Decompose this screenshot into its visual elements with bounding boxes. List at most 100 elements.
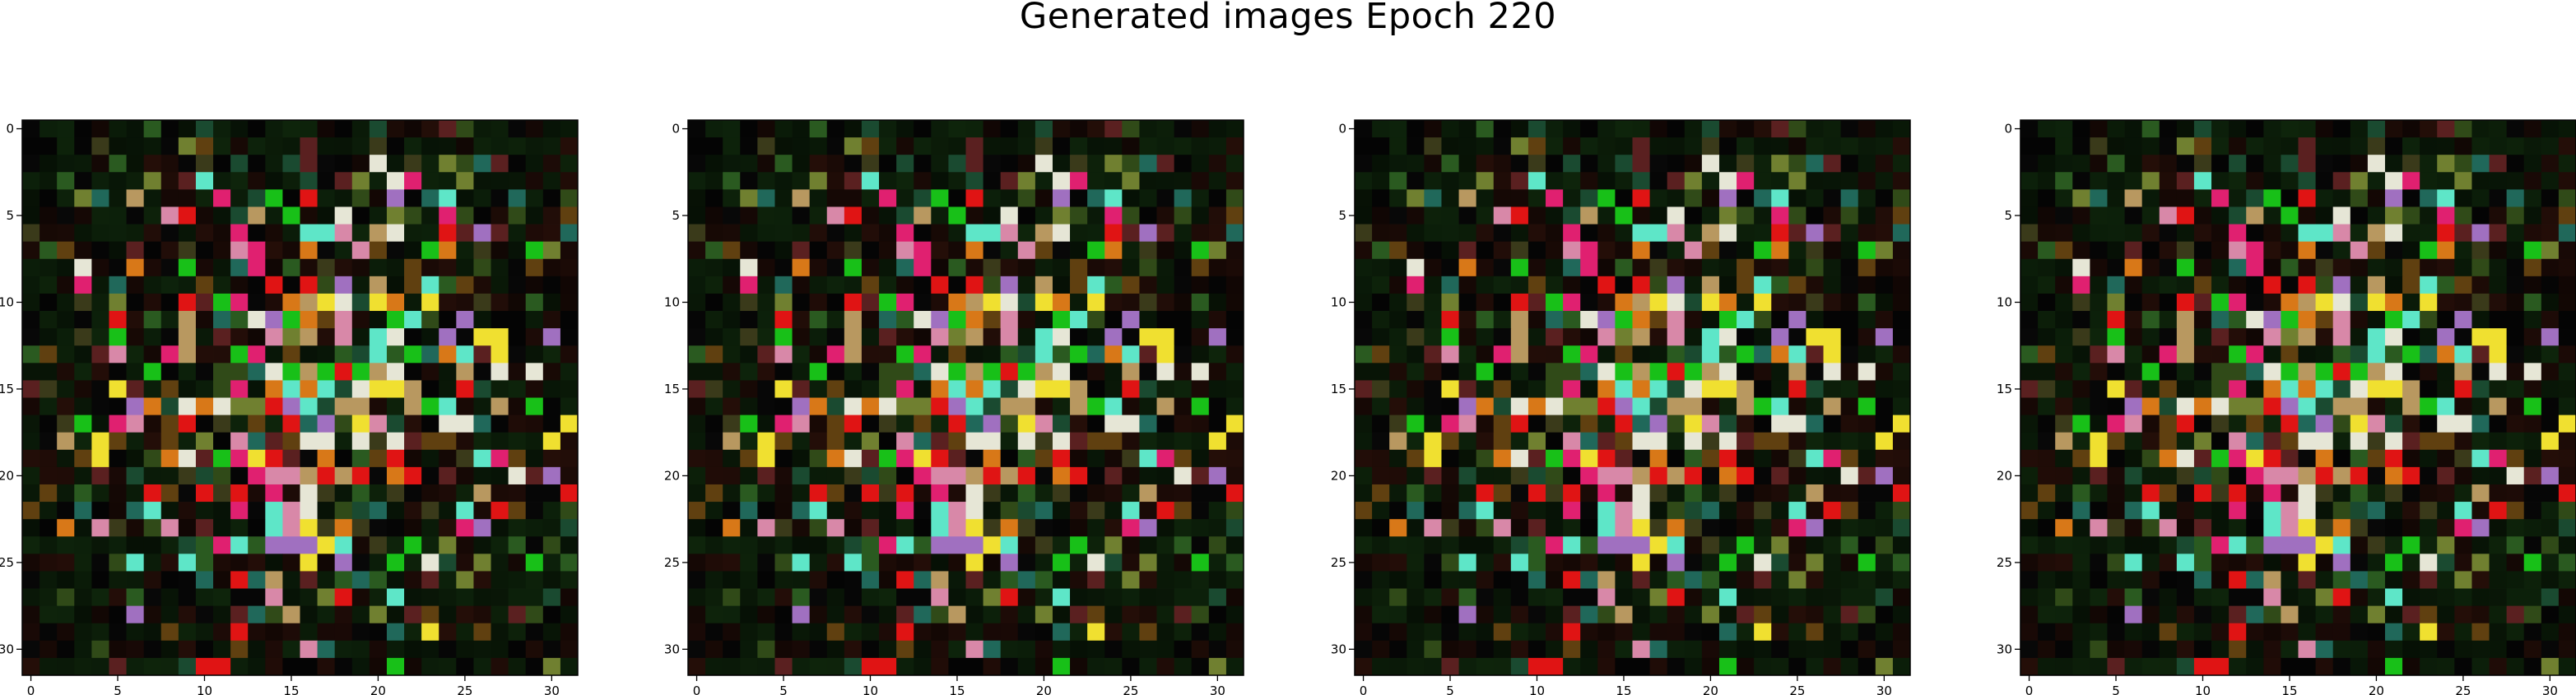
pixel-cell bbox=[1441, 224, 1459, 243]
pixel-cell bbox=[896, 588, 914, 607]
pixel-cell bbox=[844, 206, 863, 225]
pixel-cell bbox=[2332, 536, 2351, 554]
pixel-cell bbox=[931, 605, 949, 624]
pixel-cell bbox=[2038, 155, 2056, 173]
pixel-cell bbox=[2437, 554, 2455, 572]
pixel-cell bbox=[1052, 189, 1071, 207]
pixel-cell bbox=[265, 311, 283, 329]
pixel-cell bbox=[931, 588, 949, 607]
pixel-cell bbox=[1840, 432, 1859, 451]
pixel-cell bbox=[914, 172, 932, 190]
pixel-cell bbox=[2454, 466, 2472, 485]
pixel-cell bbox=[1070, 536, 1088, 554]
pixel-cell bbox=[2072, 519, 2090, 537]
pixel-cell bbox=[282, 120, 300, 138]
pixel-cell bbox=[1597, 571, 1616, 589]
pixel-cell bbox=[2263, 328, 2281, 346]
pixel-cell bbox=[491, 536, 509, 554]
pixel-cell bbox=[525, 432, 544, 451]
pixel-cell bbox=[1840, 172, 1859, 190]
pixel-cell bbox=[2402, 554, 2420, 572]
pixel-cell bbox=[230, 484, 249, 503]
pixel-cell bbox=[282, 345, 300, 364]
pixel-cell bbox=[1632, 397, 1650, 415]
pixel-cell bbox=[1191, 657, 1210, 676]
pixel-cell bbox=[1597, 449, 1616, 468]
pixel-cell bbox=[2298, 432, 2316, 451]
pixel-cell bbox=[195, 380, 214, 398]
pixel-cell bbox=[931, 623, 949, 642]
pixel-cell bbox=[1806, 657, 1824, 676]
pixel-cell bbox=[1788, 155, 1806, 173]
pixel-cell bbox=[2038, 276, 2056, 294]
pixel-cell bbox=[914, 536, 932, 554]
pixel-cell bbox=[508, 345, 527, 364]
pixel-cell bbox=[1615, 155, 1633, 173]
pixel-cell bbox=[2384, 623, 2403, 642]
pixel-cell bbox=[491, 554, 509, 572]
pixel-cell bbox=[1615, 397, 1633, 415]
pixel-cell bbox=[508, 363, 527, 381]
pixel-cell bbox=[1493, 311, 1512, 329]
pixel-cell bbox=[983, 623, 1002, 642]
pixel-cell bbox=[2107, 224, 2125, 243]
pixel-cell bbox=[369, 380, 388, 398]
pixel-cell bbox=[1441, 206, 1459, 225]
pixel-cell bbox=[1017, 449, 1036, 468]
pixel-cell bbox=[723, 519, 741, 537]
pixel-cell bbox=[334, 189, 353, 207]
pixel-cell bbox=[2281, 449, 2299, 468]
pixel-cell bbox=[983, 206, 1002, 225]
pixel-cell bbox=[282, 554, 300, 572]
pixel-cell bbox=[1684, 415, 1703, 433]
pixel-cell bbox=[2506, 657, 2525, 676]
pixel-cell bbox=[983, 328, 1002, 346]
pixel-cell bbox=[1000, 536, 1019, 554]
pixel-cell bbox=[2090, 605, 2108, 624]
pixel-cell bbox=[1788, 397, 1806, 415]
pixel-cell bbox=[1701, 640, 1720, 659]
pixel-cell bbox=[723, 155, 741, 173]
pixel-cell bbox=[2541, 640, 2560, 659]
pixel-cell bbox=[861, 241, 880, 260]
pixel-cell bbox=[1458, 519, 1477, 537]
pixel-cell bbox=[1649, 657, 1668, 676]
pixel-cell bbox=[2229, 536, 2247, 554]
pixel-cell bbox=[508, 519, 527, 537]
pixel-cell bbox=[1754, 311, 1772, 329]
pixel-cell bbox=[931, 657, 949, 676]
pixel-cell bbox=[265, 258, 283, 277]
pixel-cell bbox=[404, 206, 422, 225]
pixel-cell bbox=[1070, 224, 1088, 243]
pixel-cell bbox=[965, 311, 983, 329]
pixel-cell bbox=[386, 189, 405, 207]
pixel-cell bbox=[2541, 258, 2560, 277]
pixel-cell bbox=[1458, 345, 1477, 364]
pixel-cell bbox=[91, 536, 109, 554]
pixel-cell bbox=[1476, 519, 1495, 537]
pixel-cell bbox=[109, 224, 127, 243]
pixel-cell bbox=[369, 224, 388, 243]
pixel-cell bbox=[2055, 241, 2073, 260]
pixel-cell bbox=[1840, 623, 1859, 642]
pixel-cell bbox=[2072, 276, 2090, 294]
pixel-cell bbox=[1546, 137, 1564, 155]
pixel-cell bbox=[1000, 449, 1019, 468]
pixel-cell bbox=[1355, 189, 1373, 207]
pixel-cell bbox=[1458, 397, 1477, 415]
pixel-cell bbox=[126, 466, 145, 485]
pixel-cell bbox=[2038, 172, 2056, 190]
pixel-cell bbox=[2298, 623, 2316, 642]
pixel-cell bbox=[91, 241, 109, 260]
pixel-cell bbox=[1754, 137, 1772, 155]
pixel-cell bbox=[2489, 224, 2508, 243]
pixel-cell bbox=[757, 137, 775, 155]
pixel-cell bbox=[213, 640, 231, 659]
pixel-cell bbox=[965, 605, 983, 624]
pixel-cell bbox=[421, 293, 439, 312]
pixel-cell bbox=[456, 155, 474, 173]
pixel-cell bbox=[1017, 345, 1036, 364]
pixel-cell bbox=[195, 484, 214, 503]
pixel-cell bbox=[879, 276, 897, 294]
pixel-cell bbox=[1000, 311, 1019, 329]
